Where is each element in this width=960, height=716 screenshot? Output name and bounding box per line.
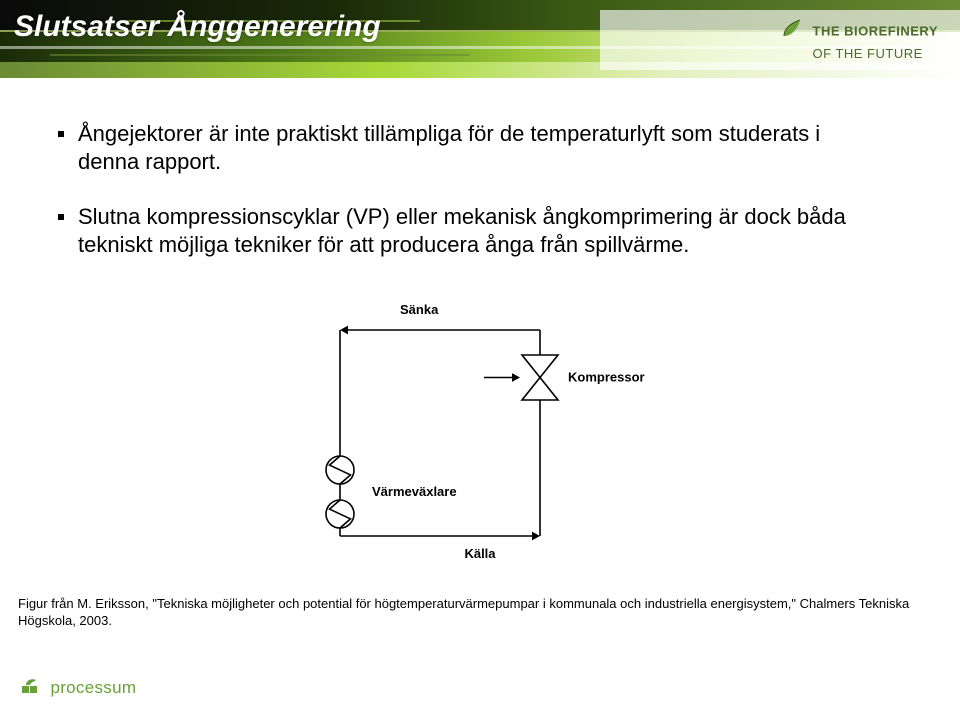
figure-citation: Figur från M. Eriksson, "Tekniska möjlig…: [18, 596, 918, 630]
header-logo-line2: OF THE FUTURE: [813, 46, 923, 61]
slide: Slutsatser Ånggenerering THE BIOREFINERY…: [0, 0, 960, 716]
svg-text:Värmeväxlare: Värmeväxlare: [372, 484, 457, 499]
svg-text:Sänka: Sänka: [400, 302, 439, 317]
leaf-icon: [780, 18, 802, 45]
bullet-dot-icon: [58, 214, 64, 220]
citation-prefix: Figur från M. Eriksson, ": [18, 596, 157, 611]
bullet-text: Slutna kompressionscyklar (VP) eller mek…: [78, 203, 878, 258]
heatpump-diagram: Sänka Kompressor Värmeväxlare Källa: [310, 300, 650, 580]
footer-logo-text: processum: [50, 678, 136, 697]
header-logo-line1: THE BIOREFINERY: [813, 24, 938, 39]
bullet-text: Ångejektorer är inte praktiskt tillämpli…: [78, 120, 878, 175]
svg-text:Kompressor: Kompressor: [568, 370, 645, 385]
svg-text:Källa: Källa: [464, 546, 496, 561]
citation-title: Tekniska möjligheter och potential för h…: [157, 596, 791, 611]
bullet-item: Ångejektorer är inte praktiskt tillämpli…: [58, 120, 878, 175]
bullet-dot-icon: [58, 131, 64, 137]
header-logo: THE BIOREFINERY OF THE FUTURE: [780, 18, 938, 63]
processum-mark-icon: [22, 678, 46, 698]
bullet-item: Slutna kompressionscyklar (VP) eller mek…: [58, 203, 878, 258]
content-area: Ångejektorer är inte praktiskt tillämpli…: [58, 120, 878, 286]
footer-logo: processum: [22, 678, 136, 698]
page-title: Slutsatser Ånggenerering: [14, 10, 381, 44]
